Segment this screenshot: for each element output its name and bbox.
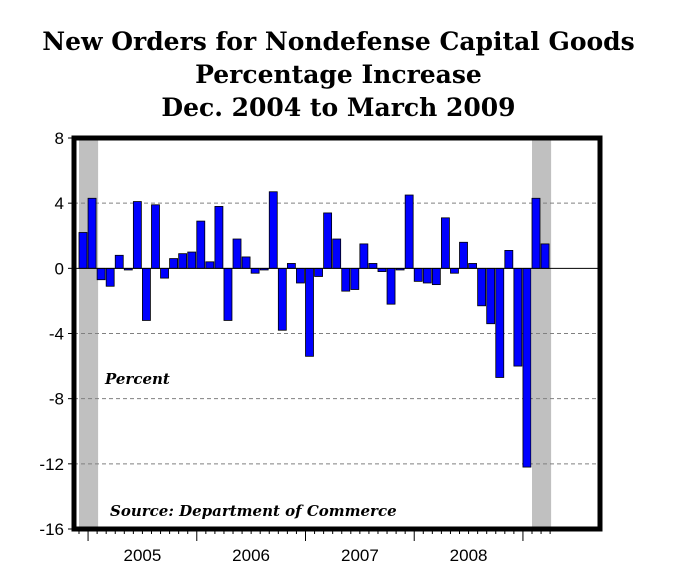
bar-2007-01 bbox=[305, 267, 314, 357]
bar-2008-02 bbox=[422, 267, 432, 284]
x-axis-ticks: 2005 2006 2007 2008 bbox=[78, 529, 551, 565]
bar-2006-06 bbox=[241, 256, 251, 269]
bar-2008-03 bbox=[431, 267, 441, 286]
bar-2007-02 bbox=[314, 267, 323, 277]
bar-2007-07 bbox=[359, 243, 369, 269]
bar-2007-10 bbox=[386, 267, 396, 305]
bar-2006-05 bbox=[232, 238, 242, 269]
gridlines bbox=[74, 202, 600, 465]
bar-2008-06 bbox=[459, 241, 468, 269]
y-tick-label: -12 bbox=[39, 455, 64, 474]
recession-band-2 bbox=[532, 138, 552, 529]
y-tick-label: 0 bbox=[55, 259, 64, 278]
bar-2007-03 bbox=[323, 212, 333, 269]
bar-2008-12 bbox=[513, 267, 523, 367]
bar-2005-09 bbox=[160, 267, 169, 279]
bar-2009-01 bbox=[522, 267, 532, 468]
bar-2005-12 bbox=[187, 251, 197, 269]
bar-2006-11 bbox=[286, 263, 296, 269]
bar-2008-08 bbox=[477, 267, 487, 307]
units-label: Percent bbox=[104, 370, 170, 388]
bar-2005-07 bbox=[142, 267, 151, 321]
bar-2008-09 bbox=[486, 267, 496, 325]
bar-2009-02 bbox=[531, 197, 541, 269]
bar-2009-03 bbox=[540, 243, 550, 269]
chart-title-line-3: Dec. 2004 to March 2009 bbox=[161, 93, 516, 122]
bar-2006-12 bbox=[296, 267, 305, 284]
bar-2008-10 bbox=[495, 267, 505, 378]
bar-2006-07 bbox=[250, 267, 260, 274]
bar-2008-11 bbox=[504, 250, 514, 269]
y-tick-label: 8 bbox=[55, 129, 64, 148]
y-tick-label: 4 bbox=[55, 194, 64, 213]
y-tick-label: -16 bbox=[39, 520, 64, 539]
plot-frame bbox=[71, 135, 603, 532]
bar-2005-02 bbox=[96, 267, 106, 281]
bar-2007-12 bbox=[404, 194, 414, 269]
bars bbox=[78, 191, 550, 468]
bar-2006-02 bbox=[205, 261, 215, 269]
bar-2006-10 bbox=[277, 267, 287, 331]
bar-2008-07 bbox=[468, 263, 477, 269]
chart-title-line-1: New Orders for Nondefense Capital Goods bbox=[42, 27, 635, 56]
y-tick-label: -4 bbox=[49, 325, 64, 344]
bar-2006-09 bbox=[268, 191, 278, 269]
y-axis-ticks: 8 4 0 -4 -8 -12 -16 bbox=[39, 129, 74, 539]
bar-2008-01 bbox=[413, 267, 423, 282]
bar-2008-04 bbox=[440, 217, 450, 269]
bar-2005-11 bbox=[178, 253, 188, 269]
bar-2005-03 bbox=[105, 267, 115, 287]
bar-2005-10 bbox=[169, 258, 179, 269]
bar-2006-01 bbox=[196, 220, 206, 269]
bar-2007-04 bbox=[332, 238, 342, 269]
chart-title: New Orders for Nondefense Capital Goods … bbox=[0, 25, 677, 124]
x-tick-label-2006: 2006 bbox=[232, 546, 270, 565]
bar-2005-01 bbox=[87, 197, 97, 269]
chart-title-line-2: Percentage Increase bbox=[195, 60, 482, 89]
bar-2006-04 bbox=[223, 267, 233, 321]
x-tick-label-2008: 2008 bbox=[450, 546, 488, 565]
bar-2007-06 bbox=[350, 267, 360, 290]
bar-2005-08 bbox=[151, 204, 160, 269]
bar-2005-04 bbox=[114, 254, 124, 269]
y-tick-label: -8 bbox=[49, 390, 64, 409]
bar-2005-06 bbox=[132, 201, 142, 269]
bar-2007-05 bbox=[341, 267, 351, 292]
x-tick-label-2005: 2005 bbox=[123, 546, 161, 565]
bar-2008-05 bbox=[450, 267, 459, 274]
bar-2004-12 bbox=[78, 232, 88, 269]
source-label: Source: Department of Commerce bbox=[110, 502, 397, 520]
bar-2007-08 bbox=[368, 263, 378, 269]
x-tick-label-2007: 2007 bbox=[341, 546, 379, 565]
bar-2006-03 bbox=[214, 206, 224, 269]
